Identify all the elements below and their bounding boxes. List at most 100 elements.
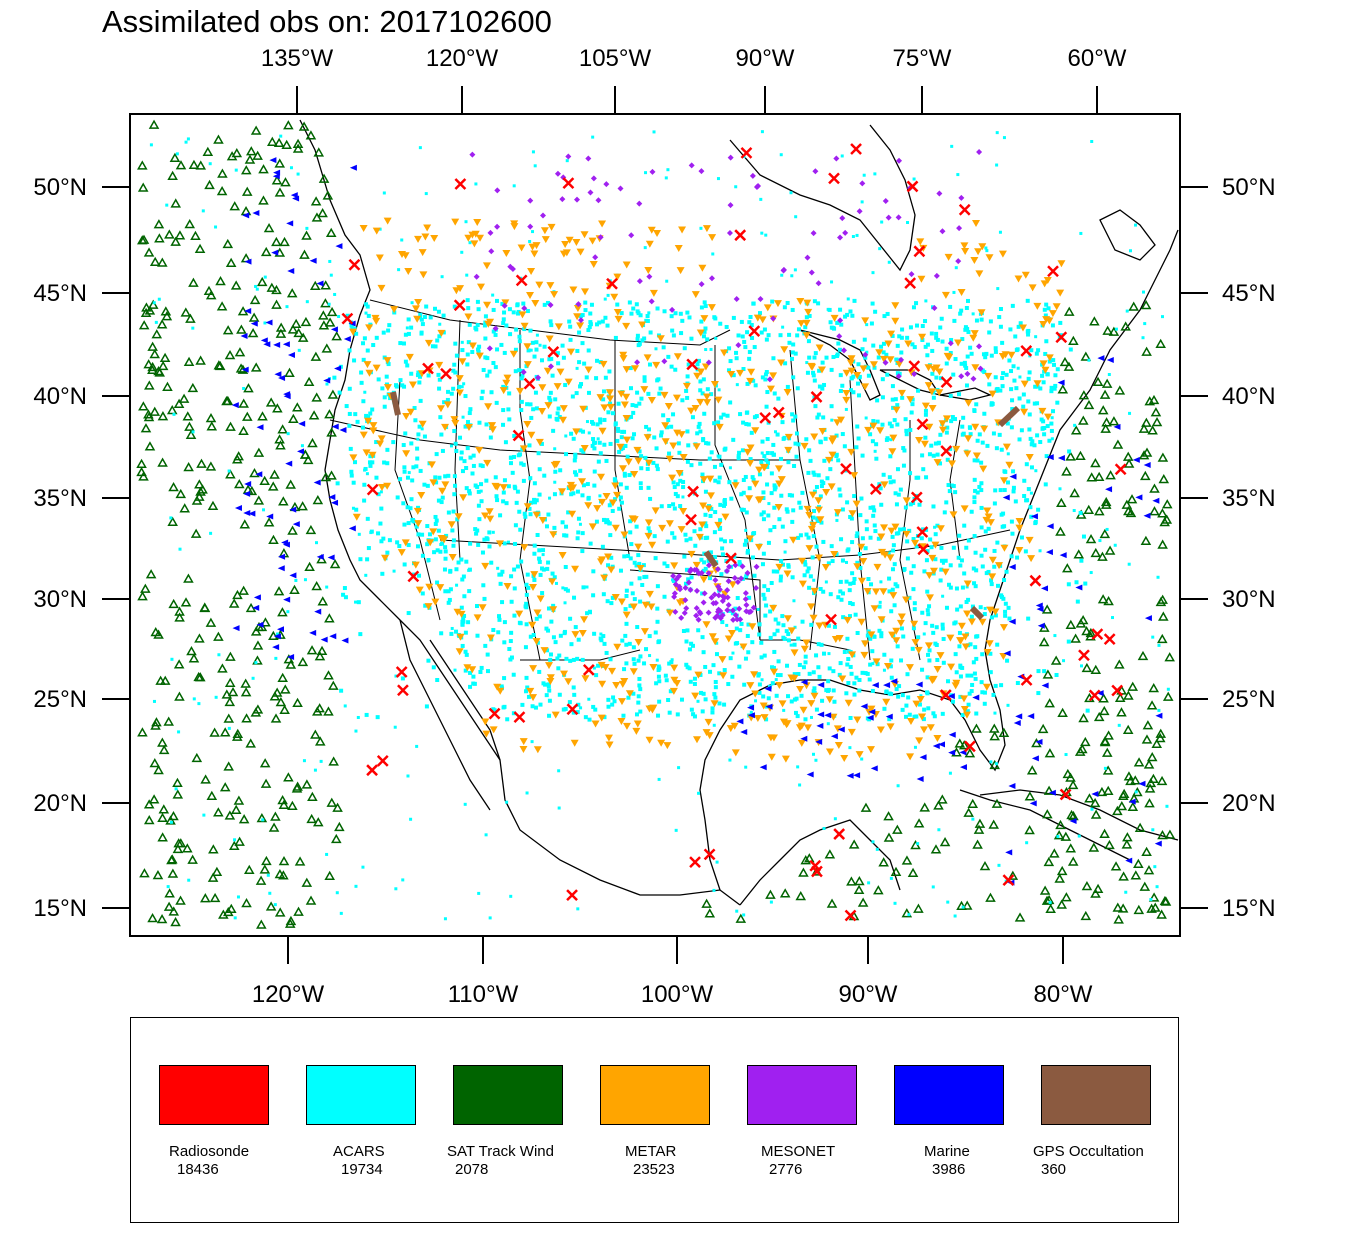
sat-track-wind-marker bbox=[1041, 604, 1053, 614]
sat-track-wind-marker bbox=[1100, 423, 1111, 433]
metar-marker bbox=[528, 621, 537, 629]
metar-marker bbox=[459, 494, 468, 502]
legend-item-mesonet: MESONET 2776 bbox=[747, 1065, 859, 1178]
acars-marker bbox=[766, 587, 771, 592]
mesonet-marker bbox=[734, 616, 741, 623]
acars-marker bbox=[815, 518, 820, 523]
sat-track-wind-marker bbox=[292, 697, 303, 708]
metar-marker bbox=[622, 722, 631, 730]
metar-marker bbox=[375, 254, 384, 262]
acars-marker bbox=[517, 334, 522, 339]
acars-marker bbox=[757, 682, 762, 687]
acars-marker bbox=[642, 661, 647, 666]
sat-track-wind-marker bbox=[1080, 351, 1092, 361]
left-lat-label: 15°N bbox=[33, 895, 87, 922]
metar-marker bbox=[783, 388, 792, 396]
acars-marker bbox=[700, 391, 705, 396]
acars-marker bbox=[951, 699, 956, 704]
marine-marker bbox=[817, 681, 825, 688]
sat-track-wind-marker bbox=[167, 868, 179, 878]
acars-marker bbox=[475, 528, 480, 533]
acars-marker bbox=[699, 319, 704, 324]
metar-marker bbox=[503, 374, 512, 382]
acars-marker bbox=[382, 395, 387, 400]
radiosonde-marker bbox=[453, 299, 466, 312]
acars-marker bbox=[975, 438, 980, 443]
marine-marker bbox=[890, 678, 898, 685]
sat-track-wind-marker bbox=[1151, 417, 1163, 427]
acars-marker bbox=[759, 640, 764, 645]
marine-marker bbox=[1113, 423, 1121, 430]
acars-marker bbox=[451, 368, 456, 373]
metar-marker bbox=[520, 322, 529, 330]
acars-marker bbox=[793, 268, 797, 272]
acars-marker bbox=[1153, 865, 1157, 869]
acars-marker bbox=[670, 658, 674, 662]
acars-marker bbox=[636, 343, 641, 348]
metar-marker bbox=[414, 520, 423, 528]
acars-marker bbox=[442, 567, 447, 572]
sat-track-wind-marker bbox=[1062, 768, 1074, 779]
metar-marker bbox=[456, 285, 465, 293]
acars-marker bbox=[563, 587, 568, 592]
acars-marker bbox=[620, 638, 625, 643]
acars-marker bbox=[904, 432, 909, 437]
acars-marker bbox=[381, 330, 386, 335]
acars-marker bbox=[812, 378, 817, 383]
acars-marker bbox=[595, 422, 600, 427]
acars-marker bbox=[576, 516, 581, 521]
acars-marker bbox=[988, 651, 993, 656]
metar-marker bbox=[842, 369, 851, 377]
acars-marker bbox=[912, 177, 916, 181]
sat-track-wind-marker bbox=[933, 800, 944, 810]
sat-track-wind-marker bbox=[238, 814, 250, 824]
sat-track-wind-marker bbox=[1093, 711, 1105, 722]
radiosonde-marker bbox=[1103, 633, 1116, 646]
metar-marker bbox=[972, 452, 981, 460]
acars-marker bbox=[1010, 303, 1015, 308]
acars-marker bbox=[966, 702, 971, 707]
acars-marker bbox=[387, 323, 392, 328]
acars-marker bbox=[995, 163, 999, 167]
acars-marker bbox=[410, 478, 415, 483]
acars-marker bbox=[692, 676, 697, 681]
metar-marker bbox=[946, 634, 955, 642]
mesonet-marker bbox=[947, 340, 954, 347]
acars-marker bbox=[1019, 428, 1024, 433]
sat-track-wind-marker bbox=[310, 351, 322, 361]
mesonet-marker bbox=[753, 183, 760, 190]
acars-marker bbox=[979, 553, 984, 558]
sat-track-wind-marker bbox=[143, 799, 155, 809]
acars-marker bbox=[912, 345, 917, 350]
acars-marker bbox=[499, 684, 504, 689]
acars-marker bbox=[1028, 436, 1033, 441]
metar-marker bbox=[431, 598, 440, 606]
sat-track-wind-marker bbox=[222, 238, 234, 249]
sat-track-wind-marker bbox=[175, 895, 186, 905]
acars-marker bbox=[624, 621, 629, 626]
acars-marker bbox=[864, 527, 869, 532]
acars-marker bbox=[946, 900, 950, 904]
metar-marker bbox=[377, 435, 386, 443]
acars-marker bbox=[785, 300, 790, 305]
metar-marker bbox=[418, 420, 427, 428]
metar-marker bbox=[978, 618, 987, 626]
acars-marker bbox=[1026, 487, 1031, 492]
acars-marker bbox=[907, 913, 911, 917]
acars-marker bbox=[703, 489, 708, 494]
acars-marker bbox=[632, 560, 637, 565]
metar-marker bbox=[533, 746, 542, 754]
metar-marker bbox=[715, 423, 724, 431]
acars-marker bbox=[975, 634, 980, 639]
metar-marker bbox=[451, 218, 460, 226]
metar-marker bbox=[781, 755, 790, 763]
acars-marker bbox=[999, 447, 1004, 452]
right-lat-label: 15°N bbox=[1222, 895, 1276, 922]
acars-marker bbox=[471, 463, 476, 468]
acars-marker bbox=[909, 410, 914, 415]
metar-marker bbox=[998, 250, 1007, 258]
acars-marker bbox=[391, 440, 396, 445]
acars-marker bbox=[811, 515, 816, 520]
acars-marker bbox=[666, 168, 670, 172]
marine-marker bbox=[1075, 584, 1083, 591]
